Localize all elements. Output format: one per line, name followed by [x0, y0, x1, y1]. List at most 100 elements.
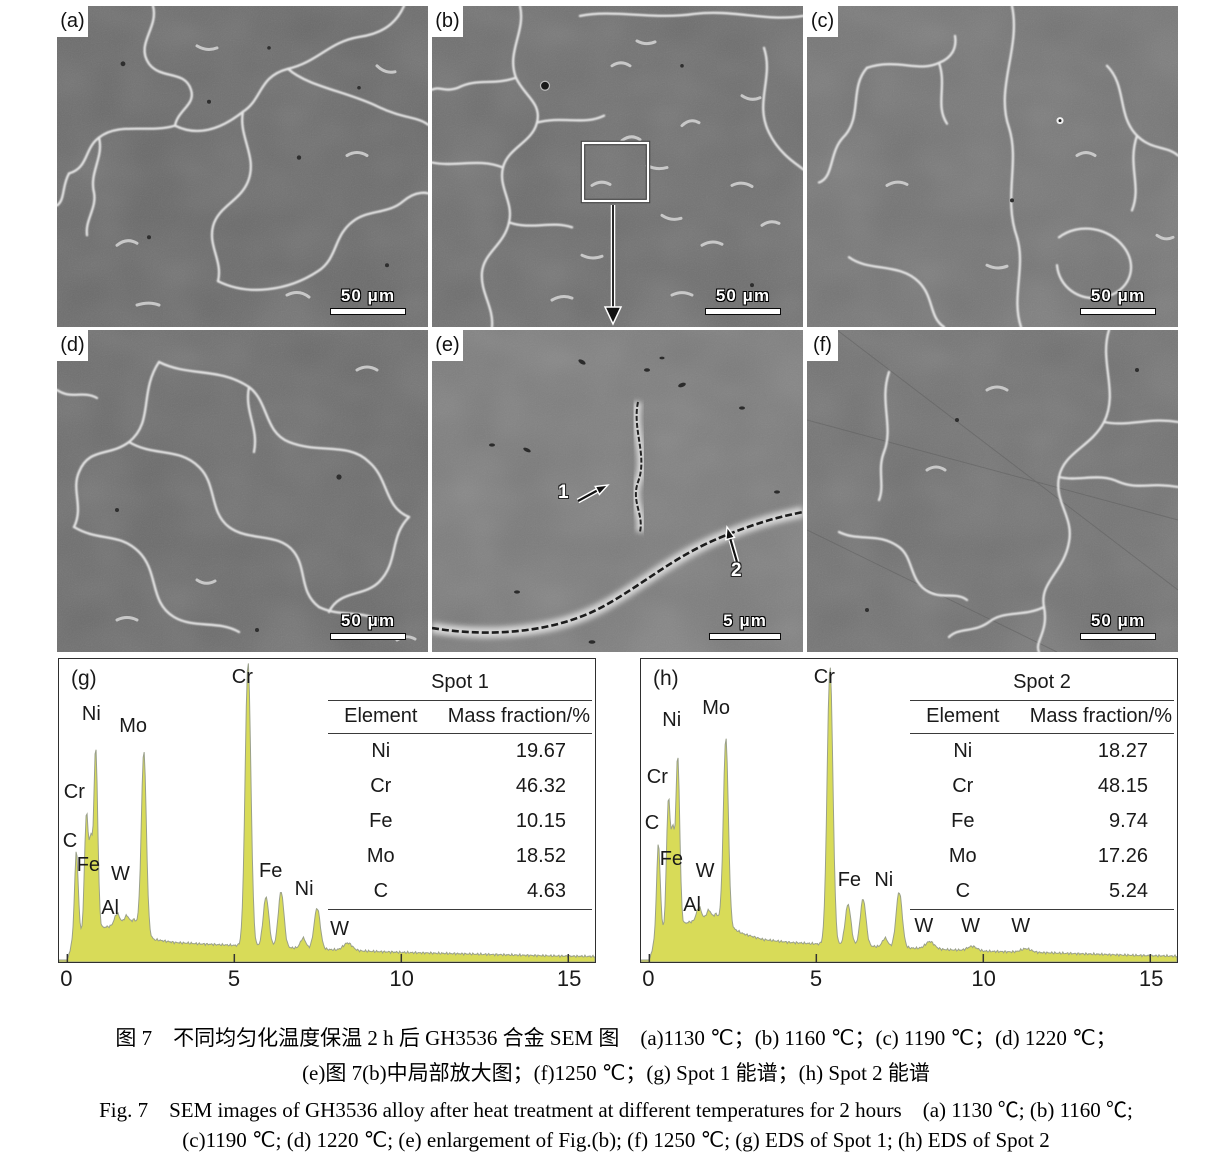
arrow-1-head: [594, 484, 610, 496]
table-header: Element Mass fraction/%: [328, 701, 592, 734]
eds-panel-h: (h) Spot 2 Element Mass fraction/% Ni 18.…: [640, 658, 1178, 998]
value-cell: 18.52: [515, 845, 566, 867]
scale-bar-text: 50 μm: [340, 286, 396, 305]
element-peak-label: Ni: [874, 869, 894, 892]
value-cell: 48.15: [1097, 775, 1148, 797]
carbide-specks: [885, 151, 1175, 270]
grain-boundaries: [57, 360, 411, 634]
col-element: Element: [344, 705, 418, 727]
value-cell: 18.27: [1097, 740, 1148, 762]
sem-panel-a: (a) 50 μm: [57, 6, 428, 327]
sem-panel-e: 1 2 (e) 5 μm: [432, 330, 803, 652]
panel-label: (g): [71, 667, 97, 690]
value-cell: 4.63: [527, 880, 566, 902]
element-peak-label: Cr: [813, 666, 835, 689]
element-peak-label: W: [330, 917, 349, 940]
value-cell: 5.24: [1109, 880, 1148, 902]
carbide-stringer: [631, 401, 646, 533]
eds-plot-box: (h) Spot 2 Element Mass fraction/% Ni 18.…: [640, 658, 1178, 963]
element-peak-label: C: [644, 811, 660, 834]
table-row: Cr 48.15: [910, 769, 1174, 804]
x-axis-labels: 0 5 10 15: [640, 964, 1178, 996]
carbide-specks: [115, 44, 397, 307]
scale-bar-text: 5 μm: [723, 611, 767, 630]
sem-micrograph: [57, 6, 428, 327]
element-peak-label: Mo: [702, 696, 731, 719]
scale-bar-text: 50 μm: [1090, 286, 1146, 305]
table-row: Mo 17.26: [910, 839, 1174, 874]
spot-2-table: Spot 2 Element Mass fraction/% Ni 18.27 C…: [910, 671, 1174, 910]
scale-bar: 50 μm: [330, 611, 406, 640]
scale-bar-text: 50 μm: [715, 286, 771, 305]
col-mass-fraction: Mass fraction/%: [447, 705, 590, 727]
scale-bar: 50 μm: [1080, 611, 1156, 640]
table-header: Element Mass fraction/%: [910, 701, 1174, 734]
scale-bar-line: [1080, 308, 1156, 315]
element-peak-label: W: [110, 863, 130, 886]
sem-panel-c: (c) 50 μm: [807, 6, 1178, 327]
element-peak-label: Fe: [259, 860, 283, 883]
table-row: Fe 9.74: [910, 804, 1174, 839]
caption-cn-line1: 图 7 不同均匀化温度保温 2 h 后 GH3536 合金 SEM 图 (a)1…: [115, 1026, 1117, 1050]
scale-bar-text: 50 μm: [340, 611, 396, 630]
spectrum-curve: [641, 667, 1177, 962]
panel-label: (h): [653, 667, 679, 690]
scale-bar: 50 μm: [1080, 286, 1156, 315]
dark-pits: [865, 368, 1139, 612]
scale-bar: 50 μm: [330, 286, 406, 315]
element-peak-label: W: [914, 914, 934, 937]
x-tick-label: 0: [60, 966, 73, 991]
element-peak-label: Ni: [294, 878, 314, 901]
element-peak-label: Ni: [662, 708, 682, 731]
element-cell: Ni: [953, 740, 973, 762]
x-tick-label: 5: [227, 966, 241, 991]
panel-label: (a): [57, 6, 88, 37]
grain-boundaries: [817, 6, 1178, 327]
col-mass-fraction: Mass fraction/%: [1029, 705, 1172, 727]
table-row: C 5.24: [910, 874, 1174, 909]
element-peak-label: Cr: [646, 766, 668, 789]
element-peak-label: Cr: [231, 666, 253, 689]
table-bottom-rule: [910, 909, 1174, 910]
element-peak-label: Fe: [659, 848, 684, 871]
x-tick-label: 10: [389, 966, 414, 991]
sem-panel-f: (f) 50 μm: [807, 330, 1178, 652]
eds-spectrum-chart: [641, 667, 1177, 962]
table-row: Fe 10.15: [328, 804, 592, 839]
element-peak-label: W: [695, 860, 715, 883]
value-cell: 46.32: [515, 775, 566, 797]
scale-bar-line: [709, 633, 781, 640]
element-peak-label: Cr: [63, 781, 85, 804]
table-title: Spot 1: [328, 671, 592, 701]
element-cell: Fe: [369, 810, 393, 832]
spot-1-number: 1: [558, 482, 569, 503]
caption-en-line1: Fig. 7 SEM images of GH3536 alloy after …: [99, 1098, 1133, 1122]
dark-pits: [489, 356, 780, 644]
table-row: Ni 19.67: [328, 734, 592, 769]
eds-plot-box: (g) Spot 1 Element Mass fraction/% Ni 19.…: [58, 658, 596, 963]
sem-micrograph: [432, 330, 803, 652]
element-peak-label: Fe: [837, 869, 862, 892]
panel-label: (f): [807, 330, 838, 361]
element-peak-label: W: [961, 914, 981, 937]
sem-micrograph: [432, 6, 803, 327]
element-cell: Cr: [952, 775, 974, 797]
value-cell: 17.26: [1097, 845, 1148, 867]
panel-label: (e): [432, 330, 463, 361]
arrow-2-head: [725, 525, 736, 541]
element-cell: C: [955, 880, 971, 902]
spot-arrows: [576, 484, 740, 563]
x-axis-labels: 0 5 10 15: [58, 964, 596, 996]
x-tick-label: 10: [971, 966, 996, 991]
scale-bar-line: [330, 633, 406, 640]
scale-bar-text: 50 μm: [1090, 611, 1146, 630]
scale-bar-line: [705, 308, 781, 315]
spectrum-curve: [59, 663, 595, 962]
x-tick-label: 15: [1138, 966, 1164, 991]
element-peak-label: Ni: [81, 702, 101, 725]
scale-bar: 5 μm: [709, 611, 781, 640]
grain-boundaries: [837, 330, 1178, 652]
scratch-lines: [807, 330, 1178, 652]
element-peak-label: Al: [101, 896, 119, 919]
table-row: Ni 18.27: [910, 734, 1174, 769]
